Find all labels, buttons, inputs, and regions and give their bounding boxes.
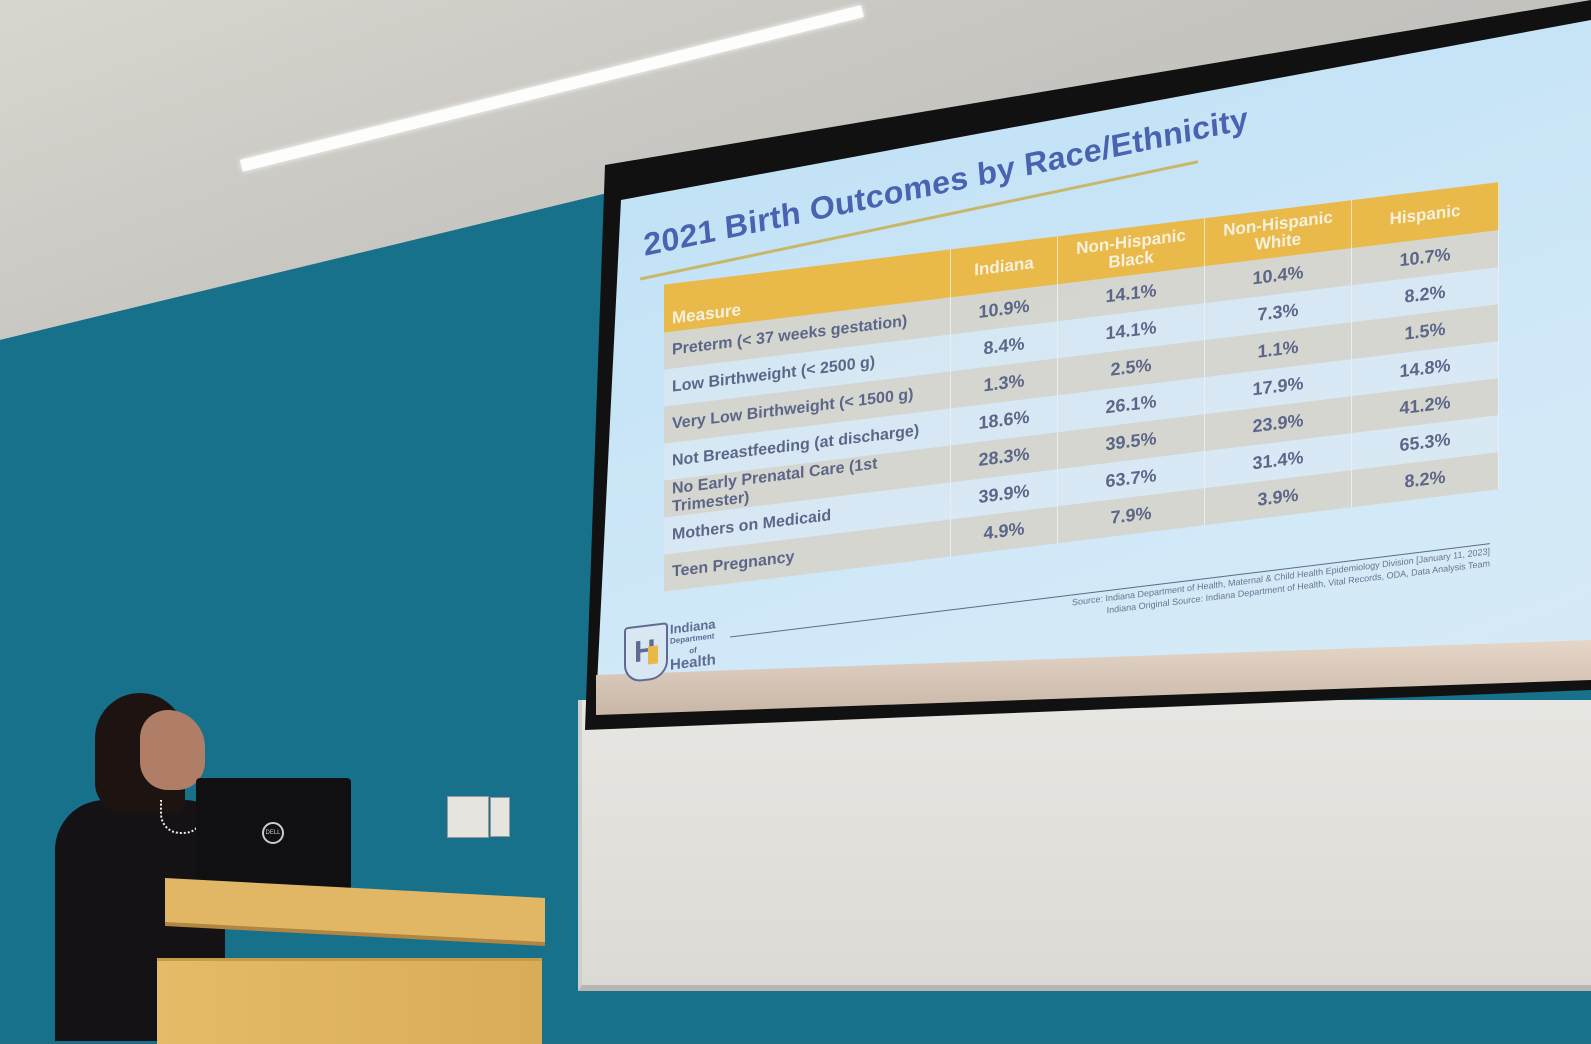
whiteboard [578, 700, 1591, 991]
logo-line-4: Health [670, 651, 716, 674]
wall-light-switch [447, 796, 489, 838]
laptop: DELL [196, 778, 351, 890]
shield-icon: H [624, 622, 668, 684]
slide: 2021 Birth Outcomes by Race/Ethnicity Me… [620, 0, 1520, 684]
wall-switch-plate [490, 797, 510, 837]
presenter-face [140, 710, 205, 790]
outcomes-table: Measure Indiana Non-Hispanic Black Non-H… [664, 182, 1499, 592]
logo-text: Indiana Department of Health [670, 616, 716, 674]
dell-logo-icon: DELL [262, 822, 284, 844]
indiana-state-icon [648, 645, 658, 665]
lectern [157, 958, 542, 1044]
